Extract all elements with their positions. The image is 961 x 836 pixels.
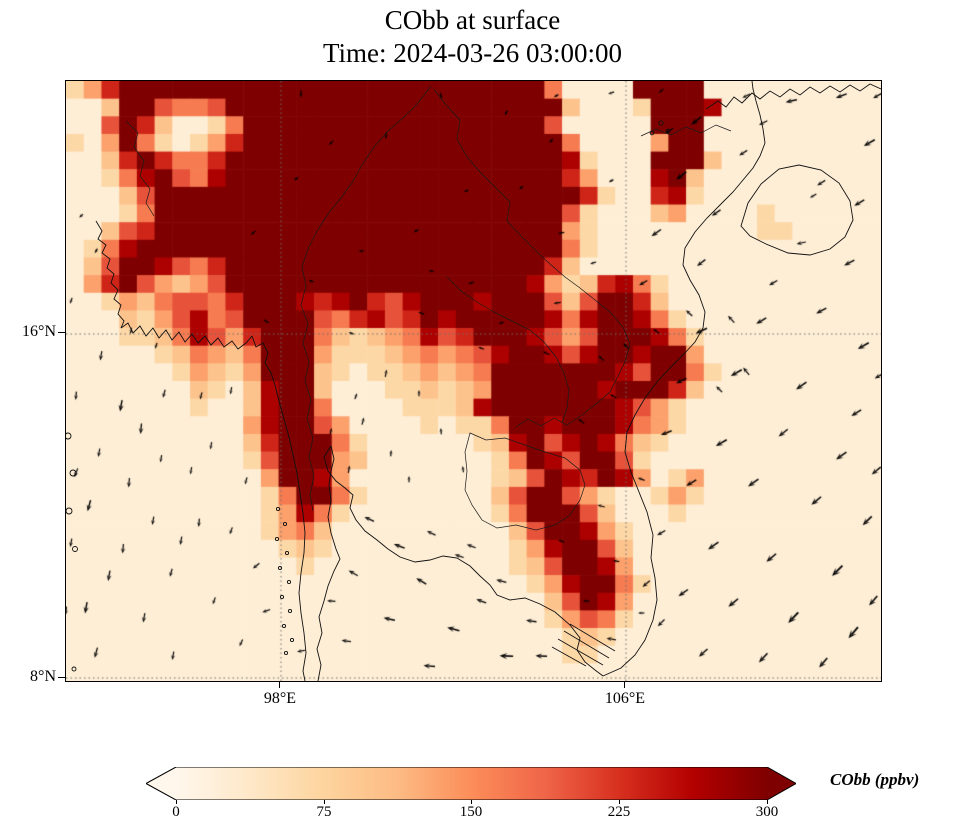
plot-title-line1: CObb at surface	[384, 5, 561, 35]
y-tick-16n	[58, 332, 65, 334]
colorbar-tick	[176, 800, 177, 804]
colorbar	[144, 766, 798, 801]
x-tick-label-106e: 106°E	[604, 690, 646, 707]
y-tick-label-16n: 16°N	[22, 323, 56, 340]
plot-title-line2: Time: 2024-03-26 03:00:00	[322, 38, 623, 68]
colorbar-title: CObb (ppbv)	[830, 770, 920, 789]
heatmap-quiver-canvas	[66, 81, 881, 681]
colorbar-tick-label-150: 150	[459, 804, 483, 820]
x-tick-label-98e: 98°E	[263, 690, 297, 707]
colorbar-tick	[324, 800, 325, 804]
colorbar-gradient-bar	[144, 766, 798, 801]
map-plot-area	[65, 80, 882, 682]
colorbar-tick-label-0: 0	[172, 804, 180, 820]
colorbar-tick	[767, 800, 768, 804]
colorbar-tick	[619, 800, 620, 804]
y-tick-label-8n: 8°N	[30, 668, 56, 685]
colorbar-tick-label-300: 300	[755, 804, 779, 820]
colorbar-tick-label-75: 75	[316, 804, 332, 820]
x-tick-106e	[624, 681, 626, 688]
colorbar-svg	[144, 766, 798, 801]
x-tick-98e	[279, 681, 281, 688]
plot-title: CObb at surface Time: 2024-03-26 03:00:0…	[65, 4, 880, 70]
colorbar-tick	[471, 800, 472, 804]
y-tick-8n	[58, 677, 65, 679]
colorbar-tick-label-225: 225	[607, 804, 631, 820]
